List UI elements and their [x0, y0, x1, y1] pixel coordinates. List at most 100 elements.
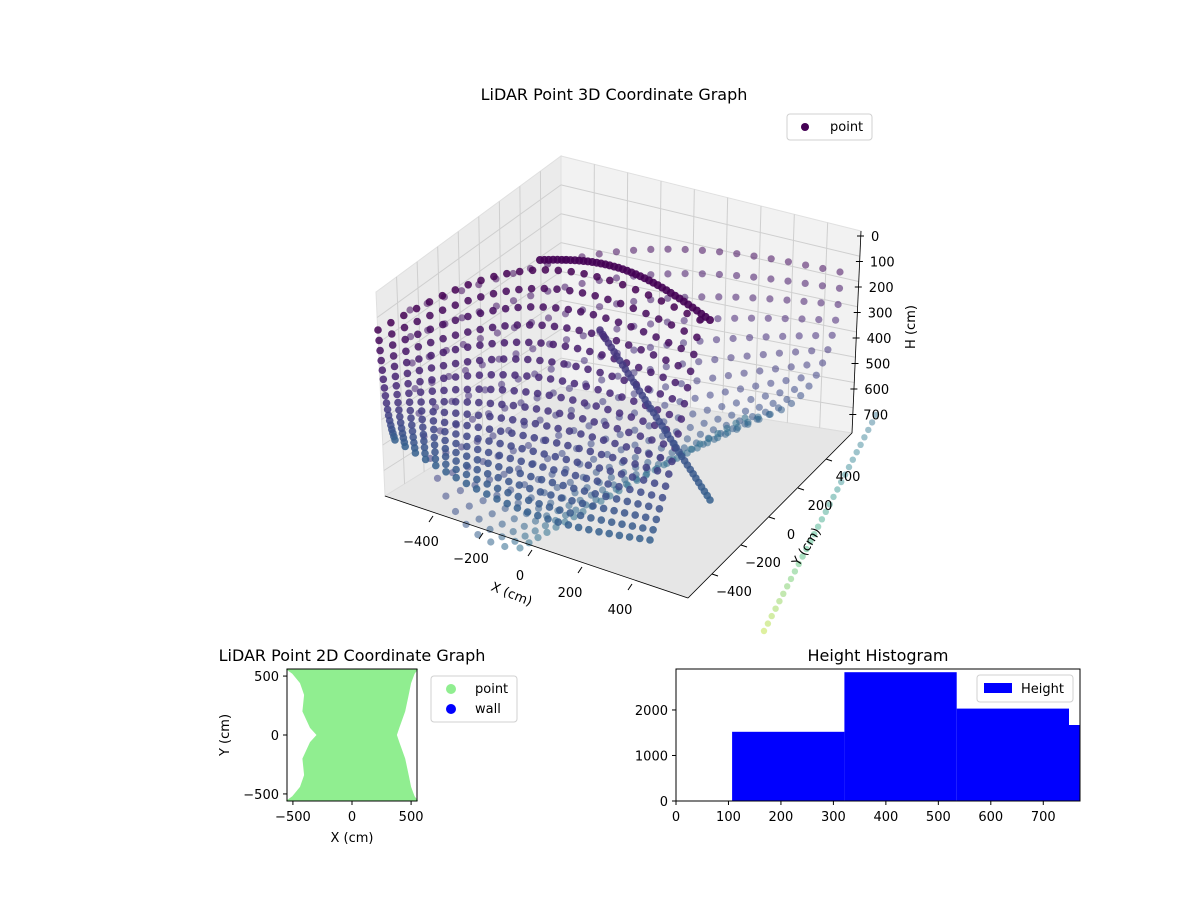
point-marker — [781, 315, 789, 323]
point-marker — [393, 390, 401, 399]
point-marker — [714, 315, 722, 323]
point-marker — [574, 523, 583, 532]
point-marker — [514, 303, 522, 312]
point-marker — [518, 444, 526, 453]
point-marker — [463, 343, 472, 352]
point-marker — [767, 255, 775, 263]
point-marker — [475, 515, 483, 523]
point-marker — [630, 397, 638, 406]
point-marker — [624, 341, 633, 349]
point-marker — [476, 341, 484, 350]
point-marker — [631, 426, 639, 434]
point-marker — [819, 264, 827, 273]
point-marker — [604, 405, 612, 414]
point-marker — [593, 477, 602, 486]
point-marker — [452, 473, 461, 482]
point-marker — [576, 511, 585, 520]
point-marker — [616, 431, 624, 439]
point-marker — [766, 295, 774, 303]
point-marker — [483, 490, 491, 498]
point-marker — [567, 412, 575, 420]
point-marker — [637, 488, 645, 497]
point-marker — [665, 470, 673, 478]
point-marker — [589, 310, 598, 319]
point-marker — [528, 460, 536, 469]
point-marker — [598, 351, 606, 359]
point-marker — [484, 459, 492, 468]
point-marker — [578, 415, 587, 423]
point-marker — [387, 318, 395, 327]
point-marker — [626, 485, 634, 494]
legend-height-swatch — [984, 683, 1012, 693]
point-marker — [750, 252, 758, 260]
point-marker — [771, 365, 780, 373]
point-marker — [803, 545, 810, 553]
point-marker — [607, 518, 616, 526]
point-marker — [379, 375, 388, 384]
point-marker — [658, 493, 667, 502]
point-marker — [408, 359, 416, 367]
point-marker — [647, 245, 655, 253]
point-marker — [427, 351, 435, 360]
point-marker — [799, 553, 806, 560]
point-marker — [440, 418, 449, 427]
point-marker — [544, 515, 552, 523]
point-marker — [549, 340, 557, 349]
point-marker — [783, 296, 791, 304]
y-tick-label-2d: 500 — [254, 670, 279, 685]
point-marker — [495, 463, 503, 471]
point-marker — [419, 423, 427, 432]
point-marker — [637, 346, 645, 354]
point-marker — [438, 291, 447, 300]
point-marker — [721, 388, 729, 396]
point-marker — [544, 407, 552, 415]
point-marker — [402, 358, 411, 367]
point-marker — [718, 403, 726, 411]
y-tick-label-3d: 0 — [787, 528, 795, 543]
point-marker — [395, 406, 403, 414]
point-marker — [760, 627, 768, 635]
point-marker — [787, 399, 796, 408]
axes-2d: −500 0 500 −500 0 500 — [243, 670, 423, 825]
point-marker — [451, 398, 460, 406]
point-marker — [795, 560, 802, 568]
point-marker — [431, 455, 440, 463]
point-marker — [577, 430, 585, 438]
point-marker — [610, 506, 618, 515]
point-marker — [595, 464, 604, 472]
point-marker — [439, 348, 448, 357]
point-marker — [474, 423, 483, 432]
point-marker — [405, 398, 414, 407]
point-marker — [565, 384, 574, 392]
point-marker — [523, 508, 532, 516]
point-marker — [696, 430, 705, 438]
point-marker — [591, 292, 599, 300]
point-marker — [764, 314, 772, 322]
point-marker — [498, 400, 506, 409]
point-marker — [483, 470, 492, 478]
point-marker — [439, 320, 447, 329]
point-marker — [595, 250, 603, 258]
point-marker — [509, 528, 517, 536]
point-marker — [493, 495, 501, 503]
point-marker — [578, 499, 587, 508]
point-marker — [630, 246, 638, 254]
point-marker — [668, 457, 676, 466]
point-marker — [649, 526, 657, 534]
point-marker — [488, 339, 496, 348]
point-marker — [474, 531, 482, 539]
point-marker — [693, 377, 701, 385]
point-marker — [812, 332, 820, 340]
point-marker — [556, 506, 564, 514]
point-marker — [408, 427, 417, 436]
point-marker — [530, 434, 539, 442]
point-marker — [536, 488, 545, 496]
point-marker — [620, 457, 628, 465]
point-marker — [420, 437, 428, 445]
point-marker — [616, 299, 625, 308]
point-marker — [661, 482, 670, 491]
point-marker — [634, 500, 642, 508]
point-marker — [767, 275, 775, 283]
point-marker — [557, 393, 565, 402]
